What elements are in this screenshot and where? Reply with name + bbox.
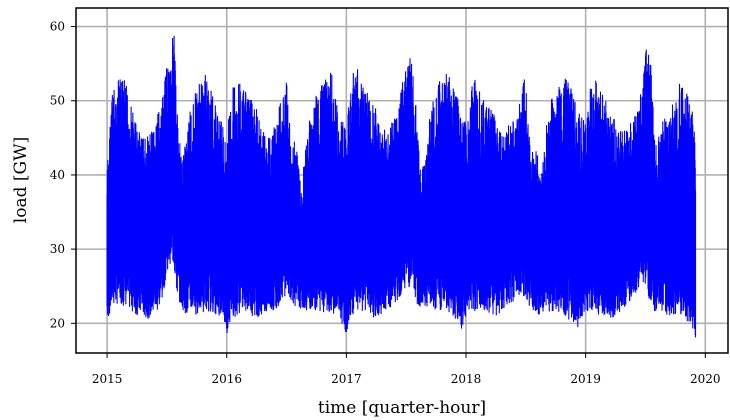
x-axis-ticks: 2015 2016 2017 2018 2019 2020 xyxy=(92,353,721,386)
y-tick-label: 50 xyxy=(50,94,65,108)
y-tick-label: 30 xyxy=(50,242,65,256)
series-layer xyxy=(106,35,697,338)
x-tick-label: 2019 xyxy=(570,372,601,386)
y-axis-label: load [GW] xyxy=(11,137,31,223)
load-series-line xyxy=(106,35,697,338)
y-tick-label: 20 xyxy=(50,316,65,330)
x-tick-label: 2020 xyxy=(690,372,721,386)
axes-frame xyxy=(75,7,729,354)
x-tick-label: 2018 xyxy=(451,372,482,386)
x-axis-label: time [quarter-hour] xyxy=(318,398,486,418)
y-axis-ticks: 20 30 40 50 60 xyxy=(50,20,76,330)
x-tick-label: 2015 xyxy=(92,372,123,386)
y-tick-label: 40 xyxy=(50,168,65,182)
y-tick-label: 60 xyxy=(50,20,65,34)
x-tick-label: 2017 xyxy=(331,372,362,386)
x-tick-label: 2016 xyxy=(211,372,242,386)
